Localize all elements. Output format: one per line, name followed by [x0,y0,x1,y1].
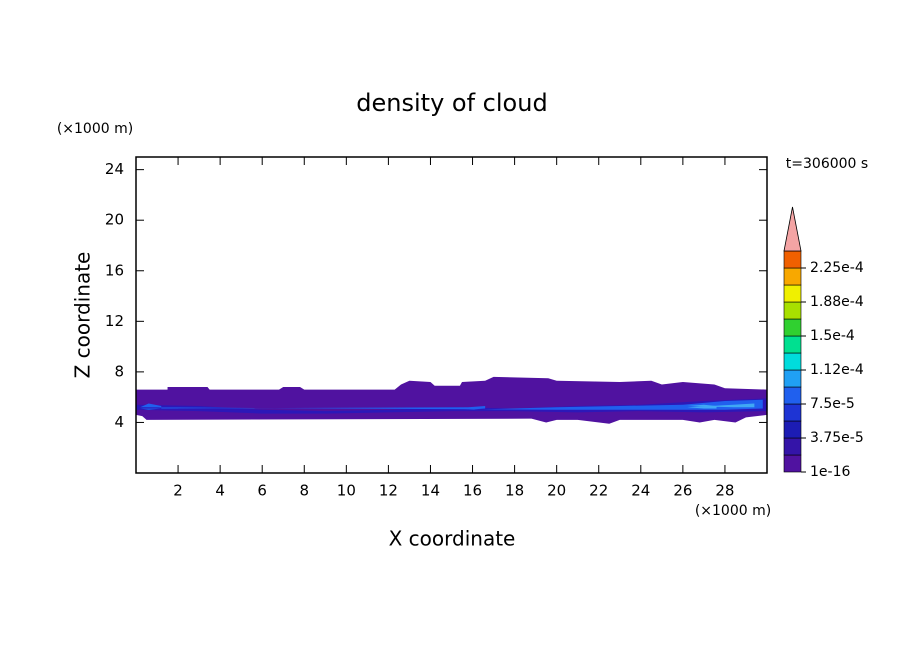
y-tick-label: 4 [114,413,124,431]
x-tick-label: 10 [337,482,356,500]
colorbar-swatch [783,318,802,337]
colorbar-swatch [783,335,802,354]
colorbar-swatch [783,267,802,286]
x-tick-label: 16 [463,482,482,500]
y-tick-label: 8 [114,362,124,380]
colorbar-swatch [783,420,802,439]
y-tick-label: 16 [105,261,124,279]
y-tick-label: 20 [105,211,124,229]
x-tick-label: 12 [379,482,398,500]
colorbar-swatch [783,352,802,371]
contour-region [136,398,767,414]
contour-region [140,399,763,410]
time-annotation: t=306000 s [786,156,868,172]
y-unit: (×1000 m) [57,121,133,137]
colorbar-label: 1.88e-4 [810,294,864,310]
x-tick-label: 2 [173,482,183,500]
colorbar-swatch [783,454,802,473]
plot-frame [135,156,768,474]
contour-region [136,376,767,424]
x-tick-label: 26 [673,482,692,500]
colorbar-swatch [783,403,802,422]
contour-region [687,403,755,409]
colorbar-label: 2.25e-4 [810,260,864,276]
colorbar-swatch [783,437,802,456]
y-tick-label: 12 [105,312,124,330]
x-tick-label: 6 [257,482,267,500]
x-tick-label: 24 [631,482,650,500]
y-axis-title: Z coordinate [71,252,95,379]
colorbar-label: 7.5e-5 [810,396,855,412]
x-tick-label: 4 [215,482,225,500]
colorbar-swatch [783,386,802,405]
y-tick-label: 24 [105,160,124,178]
colorbar-swatch [783,301,802,320]
x-tick-label: 22 [589,482,608,500]
colorbar-label: 1e-16 [810,464,850,480]
x-tick-label: 28 [715,482,734,500]
colorbar-label: 3.75e-5 [810,430,864,446]
x-tick-label: 14 [421,482,440,500]
colorbar-swatch [783,369,802,388]
colorbar-label: 1.5e-4 [810,328,855,344]
x-tick-label: 18 [505,482,524,500]
colorbar-label: 1.12e-4 [810,362,864,378]
x-axis-title: X coordinate [389,527,516,551]
colorbar-extend [783,206,802,252]
x-tick-label: 20 [547,482,566,500]
colorbar-swatch [783,250,802,269]
colorbar-swatch [783,284,802,303]
x-unit: (×1000 m) [695,503,771,519]
x-tick-label: 8 [299,482,309,500]
chart-title: density of cloud [356,89,547,117]
